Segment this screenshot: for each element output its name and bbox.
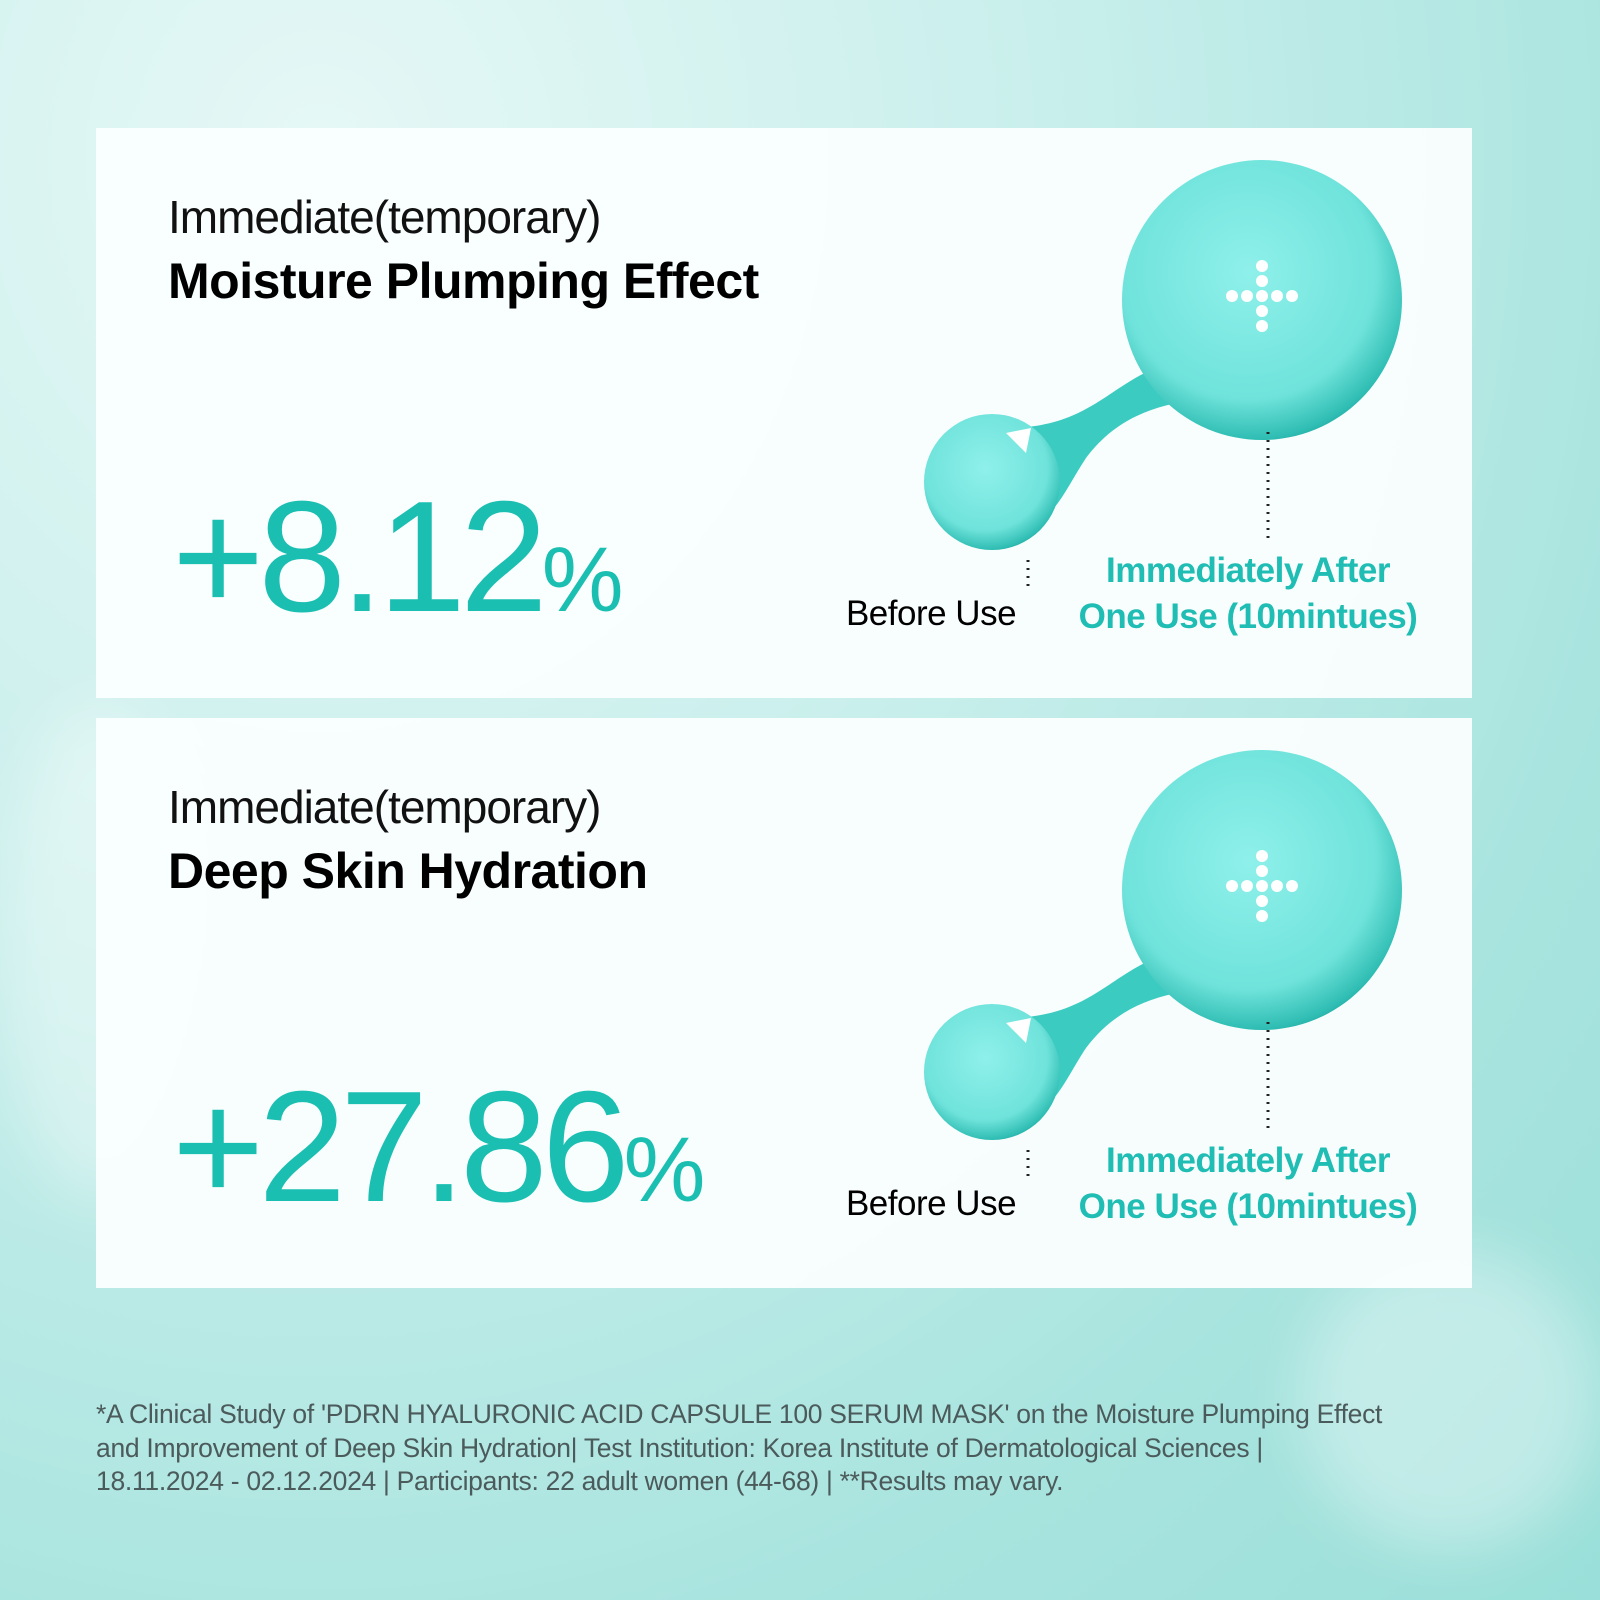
- serum-drop-illustration: [924, 160, 1402, 588]
- footnote-line: 18.11.2024 - 02.12.2024 | Participants: …: [96, 1466, 1064, 1496]
- value-unit: %: [623, 1119, 706, 1221]
- result-value: +27.86%: [172, 1068, 705, 1226]
- after-label-line2: One Use (10mintues): [1078, 1187, 1418, 1226]
- background-sheen: [1300, 1250, 1600, 1550]
- panel-subtitle: Immediate(temporary): [168, 781, 601, 833]
- panel-title: Deep Skin Hydration: [168, 843, 648, 899]
- footnote-line: *A Clinical Study of 'PDRN HYALURONIC AC…: [96, 1399, 1383, 1429]
- dotted-plus-icon: [1226, 850, 1298, 922]
- value-number: +8.12: [172, 469, 548, 645]
- serum-drop-illustration: [924, 750, 1402, 1178]
- footnote-line: and Improvement of Deep Skin Hydration| …: [96, 1432, 1263, 1463]
- before-use-label: Before Use: [845, 594, 1017, 633]
- dotted-plus-icon: [1226, 260, 1298, 332]
- panel-subtitle: Immediate(temporary): [168, 191, 601, 243]
- after-label-line1: Immediately After: [1106, 1141, 1390, 1180]
- after-use-label: Immediately After One Use (10mintues): [1058, 548, 1438, 640]
- panel-title: Moisture Plumping Effect: [168, 253, 759, 309]
- after-label-line1: Immediately After: [1106, 551, 1390, 590]
- value-number: +27.86: [172, 1059, 630, 1235]
- deep-hydration-panel: Immediate(temporary) Deep Skin Hydration…: [96, 718, 1472, 1288]
- after-label-line2: One Use (10mintues): [1078, 597, 1418, 636]
- clinical-study-footnote: *A Clinical Study of 'PDRN HYALURONIC AC…: [96, 1398, 1496, 1499]
- result-value: +8.12%: [172, 478, 624, 636]
- after-use-label: Immediately After One Use (10mintues): [1058, 1138, 1438, 1230]
- moisture-plumping-panel: Immediate(temporary) Moisture Plumping E…: [96, 128, 1472, 698]
- before-use-label: Before Use: [845, 1184, 1017, 1223]
- value-unit: %: [541, 529, 624, 631]
